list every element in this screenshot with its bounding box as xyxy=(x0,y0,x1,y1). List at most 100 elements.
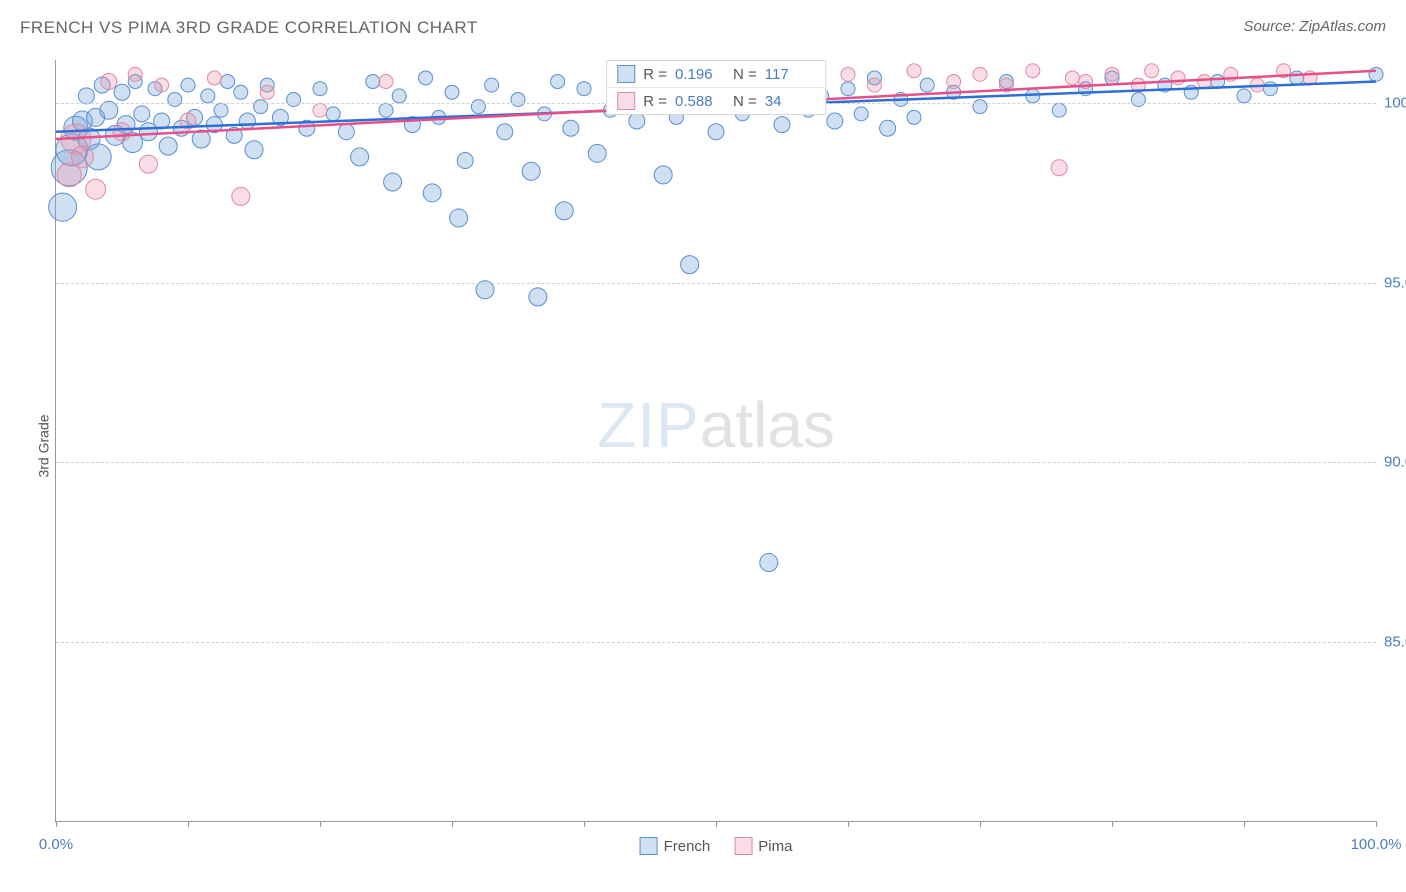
legend-swatch xyxy=(640,837,658,855)
data-point xyxy=(221,75,235,89)
data-point xyxy=(181,78,195,92)
data-point xyxy=(827,113,843,129)
data-point xyxy=(338,124,354,140)
data-point xyxy=(326,107,340,121)
data-point xyxy=(973,67,987,81)
data-point xyxy=(1171,71,1185,85)
correlation-legend: R = 0.196 N = 117 R =0.588N =34 xyxy=(606,60,826,115)
data-point xyxy=(588,144,606,162)
data-point xyxy=(201,89,215,103)
data-point xyxy=(1052,103,1066,117)
data-point xyxy=(497,124,513,140)
data-point xyxy=(232,187,250,205)
data-point xyxy=(1026,64,1040,78)
data-point xyxy=(71,146,93,168)
legend-swatch xyxy=(617,65,635,83)
data-point xyxy=(379,103,393,117)
data-point xyxy=(907,64,921,78)
data-point xyxy=(49,193,77,221)
data-point xyxy=(1051,160,1067,176)
data-point xyxy=(563,120,579,136)
correlation-legend-row: R =0.588N =34 xyxy=(607,87,825,114)
x-tick xyxy=(1244,821,1245,827)
x-tick xyxy=(716,821,717,827)
data-point xyxy=(471,100,485,114)
data-point xyxy=(457,153,473,169)
data-point xyxy=(854,107,868,121)
data-point xyxy=(1263,82,1277,96)
data-point xyxy=(287,92,301,106)
series-legend-label: Pima xyxy=(758,838,792,855)
gridline xyxy=(56,642,1376,643)
data-point xyxy=(260,85,274,99)
correlation-legend-row: R = 0.196 N = 117 xyxy=(607,61,825,87)
data-point xyxy=(214,103,228,117)
y-tick-label: 95.0% xyxy=(1384,274,1406,291)
y-tick-label: 90.0% xyxy=(1384,454,1406,471)
legend-swatch xyxy=(617,92,635,110)
y-tick-label: 100.0% xyxy=(1384,95,1406,112)
legend-swatch xyxy=(734,837,752,855)
data-point xyxy=(159,137,177,155)
series-legend-item: French xyxy=(640,837,711,855)
data-point xyxy=(239,113,255,129)
data-point xyxy=(1065,71,1079,85)
series-legend-item: Pima xyxy=(734,837,792,855)
data-point xyxy=(134,106,150,122)
data-point xyxy=(867,78,881,92)
data-point xyxy=(973,100,987,114)
n-label: N = xyxy=(733,66,757,83)
data-point xyxy=(139,155,157,173)
chart-title: FRENCH VS PIMA 3RD GRADE CORRELATION CHA… xyxy=(20,18,478,38)
data-point xyxy=(529,288,547,306)
x-tick-label: 0.0% xyxy=(39,836,73,853)
n-value: 117 xyxy=(765,66,815,83)
data-point xyxy=(1290,71,1304,85)
data-point xyxy=(78,88,94,104)
x-tick xyxy=(848,821,849,827)
data-point xyxy=(366,75,380,89)
data-point xyxy=(522,162,540,180)
data-point xyxy=(511,92,525,106)
data-point xyxy=(654,166,672,184)
data-point xyxy=(155,78,169,92)
r-value: 0.196 xyxy=(675,66,725,83)
gridline xyxy=(56,462,1376,463)
x-tick xyxy=(188,821,189,827)
data-point xyxy=(551,75,565,89)
data-point xyxy=(555,202,573,220)
data-point xyxy=(841,67,855,81)
data-point xyxy=(351,148,369,166)
x-tick xyxy=(1376,821,1377,827)
data-point xyxy=(907,110,921,124)
data-point xyxy=(450,209,468,227)
plot-area: ZIPatlas R =0.196N =117R =0.588N =34 Fre… xyxy=(55,60,1376,822)
data-point xyxy=(419,71,433,85)
n-label: N = xyxy=(733,93,757,110)
series-legend-label: French xyxy=(664,838,711,855)
data-point xyxy=(445,85,459,99)
r-label: R = xyxy=(643,93,667,110)
data-point xyxy=(920,78,934,92)
data-point xyxy=(1131,92,1145,106)
data-point xyxy=(1237,89,1251,103)
data-point xyxy=(128,67,142,81)
x-tick-label: 100.0% xyxy=(1351,836,1402,853)
data-point xyxy=(313,82,327,96)
data-point xyxy=(841,82,855,96)
data-point xyxy=(1197,75,1211,89)
data-point xyxy=(681,256,699,274)
data-point xyxy=(880,120,896,136)
x-tick xyxy=(452,821,453,827)
data-point xyxy=(629,113,645,129)
data-point xyxy=(101,74,117,90)
data-point xyxy=(392,89,406,103)
data-point xyxy=(168,92,182,106)
data-point xyxy=(1105,67,1119,81)
scatter-svg xyxy=(56,60,1376,821)
series-legend: French Pima xyxy=(640,837,793,855)
data-point xyxy=(384,173,402,191)
r-label: R = xyxy=(643,66,667,83)
data-point xyxy=(485,78,499,92)
data-point xyxy=(577,82,591,96)
